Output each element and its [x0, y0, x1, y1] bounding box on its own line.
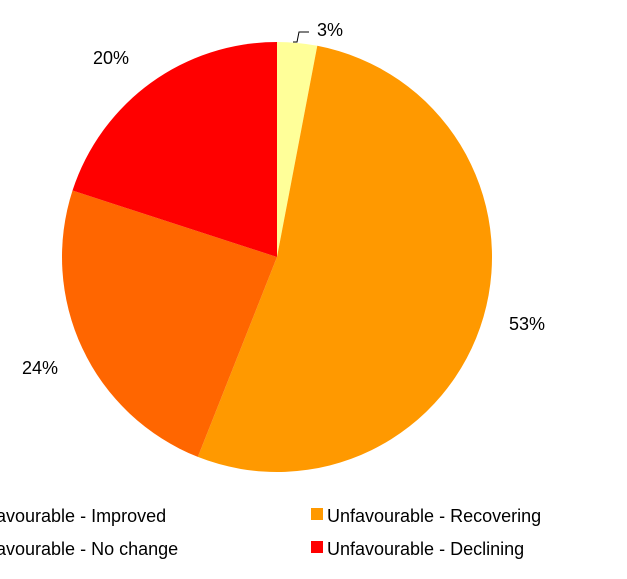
legend: Unfavourable - Improved Unfavourable - Re… — [0, 506, 541, 559]
data-label-unfavourable-no-change: 24% — [22, 358, 58, 378]
legend-item-unfavourable-declining: Unfavourable - Declining — [311, 539, 524, 559]
pie-slices — [61, 42, 493, 473]
pie-slice-unfavourable-recovering — [197, 45, 493, 473]
legend-item-unfavourable-no-change: Unfavourable - No change — [0, 539, 178, 559]
pie-data-labels: 3% 53% 24% 20% — [22, 20, 545, 378]
legend-label: Unfavourable - Improved — [0, 506, 166, 526]
data-label-unfavourable-declining: 20% — [93, 48, 129, 68]
legend-item-unfavourable-improved: Unfavourable - Improved — [0, 506, 166, 526]
legend-label: Unfavourable - Recovering — [327, 506, 541, 526]
pie-slice-unfavourable-no-change — [61, 190, 277, 457]
legend-label: Unfavourable - No change — [0, 539, 178, 559]
data-label-unfavourable-improved: 3% — [317, 20, 343, 40]
legend-label: Unfavourable - Declining — [327, 539, 524, 559]
data-label-unfavourable-recovering: 53% — [509, 314, 545, 334]
leader-line-improved — [293, 31, 309, 43]
legend-swatch — [311, 508, 323, 520]
pie-slice-unfavourable-improved — [277, 42, 318, 257]
pie-slice-unfavourable-declining — [72, 42, 278, 257]
legend-swatch — [311, 541, 323, 553]
legend-item-unfavourable-recovering: Unfavourable - Recovering — [311, 506, 541, 526]
